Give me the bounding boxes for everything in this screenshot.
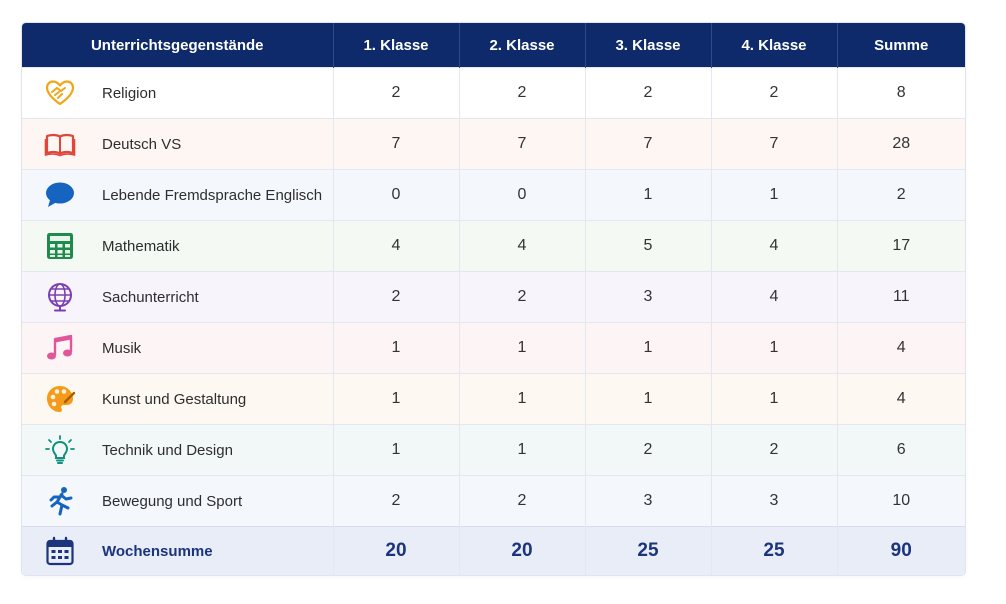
table-row: Technik und Design 1 1 2 2 6 <box>22 424 965 476</box>
calendar-icon <box>42 533 78 569</box>
cell-klasse-3: 2 <box>585 424 712 476</box>
lightbulb-icon <box>42 432 78 468</box>
table-row: Lebende Fremdsprache Englisch 0 0 1 1 2 <box>22 169 965 221</box>
total-row: Wochensumme 20 20 25 25 90 <box>22 526 965 575</box>
subject-cell: Wochensumme <box>22 526 334 575</box>
subject-cell: Lebende Fremdsprache Englisch <box>22 169 334 221</box>
subject-label: Sachunterricht <box>102 288 199 306</box>
cell-klasse-4: 2 <box>711 424 838 476</box>
cell-summe: 10 <box>837 475 965 527</box>
total-klasse-4: 25 <box>711 526 838 575</box>
cell-klasse-4: 2 <box>711 67 838 119</box>
subject-label: Lebende Fremdsprache Englisch <box>102 186 323 204</box>
book-icon <box>42 126 78 162</box>
header-klasse-3: 3. Klasse <box>585 23 712 68</box>
cell-summe: 17 <box>837 220 965 272</box>
cell-klasse-1: 2 <box>333 271 460 323</box>
cell-klasse-3: 7 <box>585 118 712 170</box>
subject-cell: Mathematik <box>22 220 334 272</box>
cell-summe: 8 <box>837 67 965 119</box>
cell-summe: 28 <box>837 118 965 170</box>
music-note-icon <box>42 330 78 366</box>
table-row: Religion 2 2 2 2 8 <box>22 67 965 119</box>
table-row: Sachunterricht 2 2 3 4 11 <box>22 271 965 323</box>
cell-klasse-4: 1 <box>711 169 838 221</box>
subject-cell: Deutsch VS <box>22 118 334 170</box>
header-summe: Summe <box>837 23 965 68</box>
cell-klasse-1: 4 <box>333 220 460 272</box>
subject-label: Technik und Design <box>102 441 233 459</box>
speech-bubble-icon <box>42 177 78 213</box>
header-klasse-1: 1. Klasse <box>333 23 460 68</box>
cell-klasse-3: 2 <box>585 67 712 119</box>
subject-label: Bewegung und Sport <box>102 492 243 510</box>
cell-summe: 4 <box>837 373 965 425</box>
palette-icon <box>42 381 78 417</box>
cell-klasse-4: 3 <box>711 475 838 527</box>
subject-label: Deutsch VS <box>102 135 182 153</box>
cell-summe: 6 <box>837 424 965 476</box>
cell-klasse-2: 2 <box>459 475 586 527</box>
cell-klasse-3: 3 <box>585 271 712 323</box>
cell-klasse-4: 4 <box>711 271 838 323</box>
cell-klasse-3: 1 <box>585 169 712 221</box>
subject-cell: Bewegung und Sport <box>22 475 334 527</box>
cell-klasse-2: 4 <box>459 220 586 272</box>
table-row: Kunst und Gestaltung 1 1 1 1 4 <box>22 373 965 425</box>
hours-table: Unterrichtsgegenstände 1. Klasse 2. Klas… <box>22 23 965 575</box>
cell-summe: 11 <box>837 271 965 323</box>
cell-klasse-3: 5 <box>585 220 712 272</box>
table-row: Bewegung und Sport 2 2 3 3 10 <box>22 475 965 527</box>
subject-cell: Religion <box>22 67 334 119</box>
total-klasse-3: 25 <box>585 526 712 575</box>
cell-klasse-3: 1 <box>585 373 712 425</box>
cell-klasse-1: 0 <box>333 169 460 221</box>
subject-cell: Sachunterricht <box>22 271 334 323</box>
cell-klasse-1: 2 <box>333 475 460 527</box>
cell-klasse-4: 4 <box>711 220 838 272</box>
cell-klasse-2: 1 <box>459 322 586 374</box>
subject-cell: Technik und Design <box>22 424 334 476</box>
total-klasse-1: 20 <box>333 526 460 575</box>
subject-cell: Musik <box>22 322 334 374</box>
globe-icon <box>42 279 78 315</box>
calculator-icon <box>42 228 78 264</box>
cell-klasse-1: 2 <box>333 67 460 119</box>
cell-klasse-1: 1 <box>333 424 460 476</box>
runner-icon <box>42 483 78 519</box>
cell-klasse-4: 1 <box>711 322 838 374</box>
subject-label: Religion <box>102 84 157 102</box>
subject-label: Mathematik <box>102 237 180 255</box>
cell-klasse-1: 7 <box>333 118 460 170</box>
table-row: Musik 1 1 1 1 4 <box>22 322 965 374</box>
header-subject: Unterrichtsgegenstände <box>22 23 334 68</box>
subject-label: Kunst und Gestaltung <box>102 390 247 408</box>
table-row: Deutsch VS 7 7 7 7 28 <box>22 118 965 170</box>
cell-klasse-2: 0 <box>459 169 586 221</box>
cell-summe: 2 <box>837 169 965 221</box>
cell-klasse-2: 2 <box>459 271 586 323</box>
total-klasse-2: 20 <box>459 526 586 575</box>
header-klasse-4: 4. Klasse <box>711 23 838 68</box>
total-label: Wochensumme <box>102 542 213 560</box>
total-summe: 90 <box>837 526 965 575</box>
cell-klasse-3: 3 <box>585 475 712 527</box>
cell-klasse-4: 7 <box>711 118 838 170</box>
header-klasse-2: 2. Klasse <box>459 23 586 68</box>
subject-cell: Kunst und Gestaltung <box>22 373 334 425</box>
heart-hands-icon <box>42 75 78 111</box>
table-row: Mathematik 4 4 5 4 17 <box>22 220 965 272</box>
cell-klasse-1: 1 <box>333 322 460 374</box>
cell-klasse-2: 2 <box>459 67 586 119</box>
cell-klasse-2: 1 <box>459 373 586 425</box>
cell-klasse-2: 7 <box>459 118 586 170</box>
cell-klasse-1: 1 <box>333 373 460 425</box>
cell-klasse-4: 1 <box>711 373 838 425</box>
cell-summe: 4 <box>837 322 965 374</box>
timetable: Unterrichtsgegenstände 1. Klasse 2. Klas… <box>22 23 965 575</box>
cell-klasse-2: 1 <box>459 424 586 476</box>
subject-label: Musik <box>102 339 142 357</box>
cell-klasse-3: 1 <box>585 322 712 374</box>
header-row: Unterrichtsgegenstände 1. Klasse 2. Klas… <box>22 23 965 68</box>
